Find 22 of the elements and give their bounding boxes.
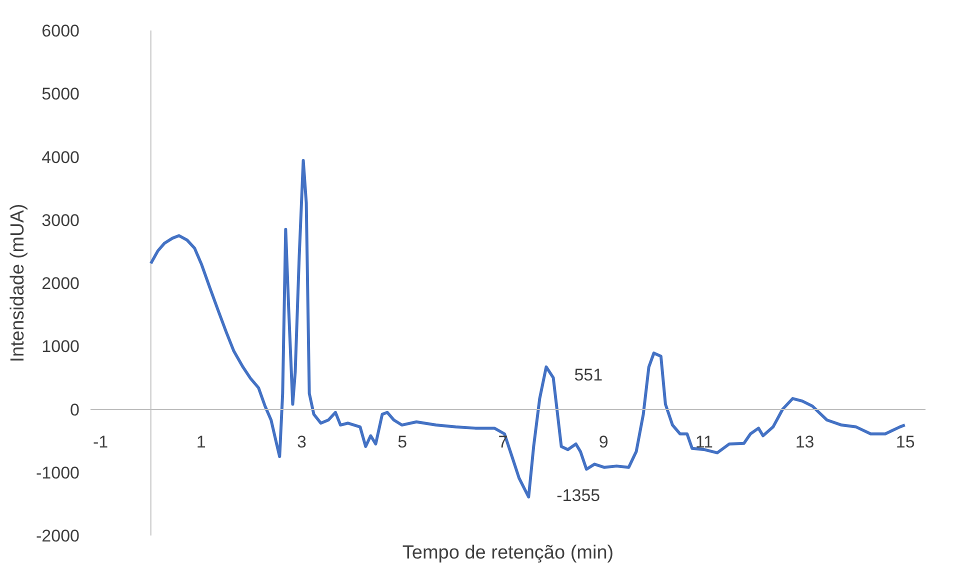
- x-tick-label: 15: [896, 432, 915, 452]
- y-tick-label: 3000: [42, 210, 80, 230]
- annotation: -1355: [556, 486, 600, 505]
- y-tick-label: -1000: [36, 463, 80, 482]
- x-tick-label: 13: [795, 432, 814, 452]
- y-tick-label: 2000: [42, 274, 80, 293]
- y-axis-title: Intensidade (mUA): [8, 204, 28, 362]
- annotation: 551: [574, 365, 603, 384]
- x-tick-label: 5: [398, 432, 408, 452]
- x-tick-label: 11: [695, 432, 714, 452]
- x-axis-title: Tempo de retenção (min): [402, 542, 614, 564]
- x-tick-label: -1: [93, 432, 108, 452]
- y-tick-label: 6000: [42, 22, 80, 40]
- y-tick-label: 5000: [42, 84, 80, 104]
- y-tick-label: 4000: [42, 148, 80, 167]
- x-tick-label: 1: [196, 432, 206, 452]
- y-tick-label: 1000: [42, 337, 80, 356]
- y-tick-label: 0: [70, 400, 80, 420]
- y-tick-label: -2000: [36, 526, 80, 546]
- x-tick-label: 9: [598, 432, 608, 452]
- x-tick-label: 7: [498, 432, 508, 452]
- x-tick-label: 3: [297, 432, 307, 452]
